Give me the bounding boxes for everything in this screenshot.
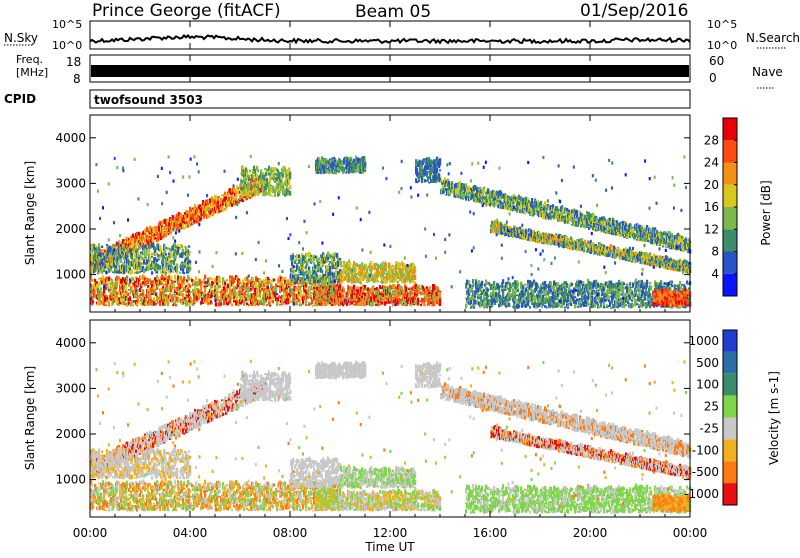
colorbar-tick-label: 500: [696, 356, 719, 370]
velocity-panel: 1000 2000 3000 4000 Slant Range [km] 1000 50…: [23, 320, 781, 517]
freq-panel: Freq. [MHz] 18 8 60 0 Nave: [16, 53, 783, 88]
colorbar-swatch: [723, 185, 737, 207]
nsky-tick-top: 10^5: [52, 18, 82, 31]
ytick-label: 2000: [55, 222, 86, 236]
colorbar-swatch: [723, 418, 737, 440]
power-cbar-label: Power [dB]: [759, 180, 773, 245]
xtick-label: 04:00: [173, 526, 208, 540]
colorbar-swatch: [723, 439, 737, 461]
velocity-colorbar: 1000 500 100 25 -25 -100 -500 -1000: [684, 330, 737, 505]
nsky-panel: N.Sky 10^5 10^0 10^5 10^0 N.Search: [4, 18, 800, 52]
nsky-label: N.Sky: [4, 31, 38, 45]
cpid-label: CPID: [4, 92, 36, 106]
station-title: Prince George (fitACF): [92, 1, 281, 21]
ytick-label: 3000: [55, 176, 86, 190]
freq-tick-top: 18: [66, 55, 81, 69]
colorbar-swatch: [723, 483, 737, 505]
freq-label-2: [MHz]: [16, 66, 48, 79]
xtick-label: 00:00: [73, 526, 108, 540]
xtick-label: 20:00: [573, 526, 608, 540]
nave-tick-top: 60: [709, 54, 724, 68]
colorbar-tick-label: 1000: [688, 334, 719, 348]
xtick-label: 00:00: [673, 526, 708, 540]
colorbar-swatch: [723, 274, 737, 296]
nave-label: Nave: [752, 65, 783, 79]
ytick-label: 4000: [55, 131, 86, 145]
colorbar-tick-label: 100: [696, 378, 719, 392]
nsearch-tick-top: 10^5: [707, 18, 737, 31]
colorbar-swatch: [723, 207, 737, 229]
date-title: 01/Sep/2016: [580, 1, 688, 21]
colorbar-tick-label: 16: [704, 200, 719, 214]
colorbar-swatch: [723, 352, 737, 374]
ytick-label: 2000: [55, 427, 86, 441]
ytick-label: 4000: [55, 336, 86, 350]
power-ylabel: Slant Range [km]: [23, 161, 37, 265]
colorbar-swatch: [723, 140, 737, 162]
colorbar-swatch: [723, 461, 737, 483]
nave-tick-bottom: 0: [709, 71, 717, 85]
xaxis-label: Time UT: [364, 540, 415, 554]
colorbar-tick-label: -100: [692, 443, 719, 457]
colorbar-swatch: [723, 396, 737, 418]
nsearch-tick-bottom: 10^0: [707, 39, 737, 52]
power-data: [90, 155, 691, 309]
velocity-data: [90, 360, 691, 514]
velocity-cbar-label: Velocity [m s-1]: [767, 371, 781, 465]
colorbar-tick-label: -25: [699, 421, 719, 435]
colorbar-tick-label: 25: [704, 400, 719, 414]
colorbar-swatch: [723, 163, 737, 185]
power-colorbar: 4 8 12 16 20 24 28: [704, 118, 737, 296]
nsky-line: [90, 35, 690, 43]
ytick-label: 1000: [55, 473, 86, 487]
colorbar-swatch: [723, 252, 737, 274]
colorbar-tick-label: 20: [704, 178, 719, 192]
freq-tick-bottom: 8: [73, 72, 81, 86]
colorbar-tick-label: 28: [704, 133, 719, 147]
freq-band: [91, 65, 689, 77]
colorbar-tick-label: 24: [704, 156, 719, 170]
xtick-label: 16:00: [473, 526, 508, 540]
cpid-value: twofsound 3503: [94, 93, 203, 107]
colorbar-swatch: [723, 374, 737, 396]
xtick-label: 12:00: [373, 526, 408, 540]
colorbar-tick-label: 4: [711, 267, 719, 281]
colorbar-swatch: [723, 330, 737, 352]
nsky-trace: [90, 35, 690, 43]
colorbar-tick-label: -500: [692, 465, 719, 479]
power-panel: 1000 2000 3000 4000 Slant Range [km] 4 8 12 16…: [23, 115, 773, 312]
freq-label-1: Freq.: [16, 53, 43, 66]
nsky-tick-bottom: 10^0: [52, 39, 82, 52]
colorbar-swatch: [723, 229, 737, 251]
xtick-label: 08:00: [273, 526, 308, 540]
colorbar-swatch: [723, 118, 737, 140]
colorbar-tick-label: 12: [704, 222, 719, 236]
velocity-ylabel: Slant Range [km]: [23, 366, 37, 470]
colorbar-tick-label: 8: [711, 245, 719, 259]
nsearch-label: N.Search: [746, 31, 800, 45]
beam-title: Beam 05: [355, 2, 431, 22]
cpid-panel: CPID twofsound 3503: [4, 90, 690, 108]
ytick-label: 3000: [55, 381, 86, 395]
ytick-label: 1000: [55, 268, 86, 282]
colorbar-tick-label: -1000: [684, 487, 719, 501]
